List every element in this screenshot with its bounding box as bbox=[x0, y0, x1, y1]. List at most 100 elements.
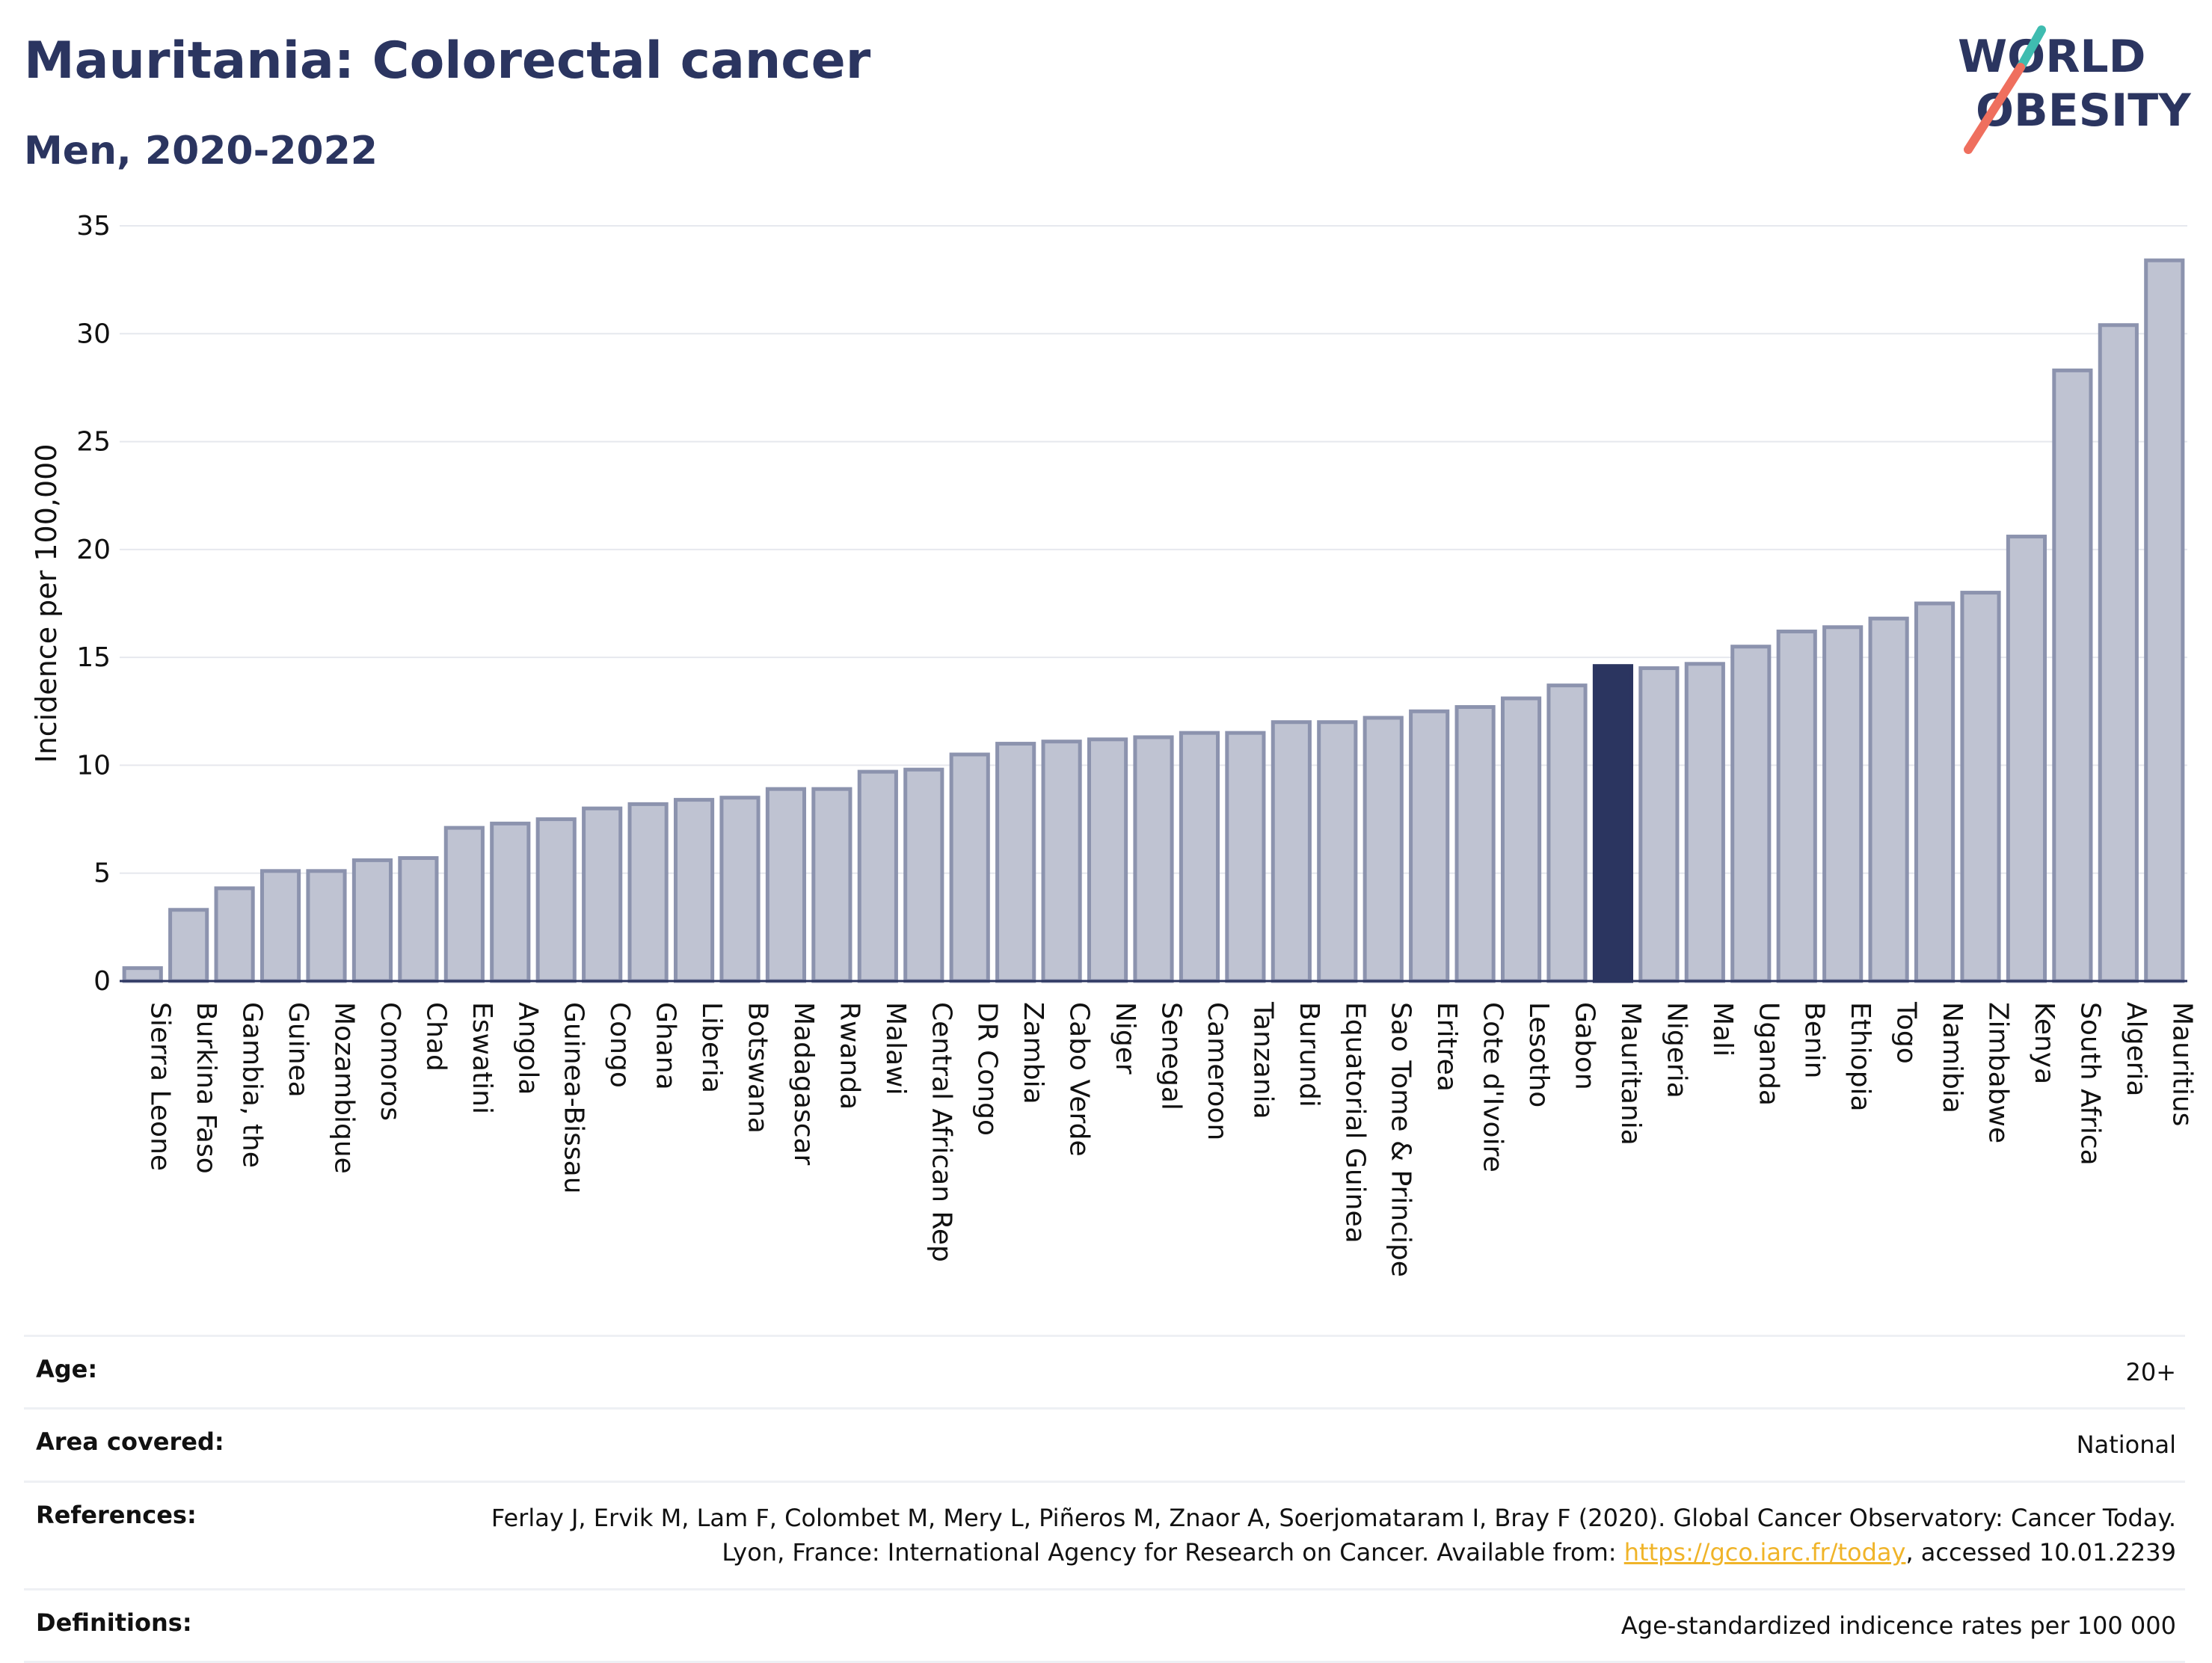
x-axis-ticks: Sierra Leone Burkina Faso Gambia, the Guine… bbox=[145, 1001, 2198, 1277]
references-tail: , accessed 10.01.2239 bbox=[1905, 1538, 2176, 1567]
y-tick-label: 0 bbox=[93, 966, 111, 997]
x-tick-label: Zimbabwe bbox=[1983, 1002, 2014, 1143]
bar-algeria bbox=[2098, 323, 2139, 983]
meta-row-references: References: Ferlay J, Ervik M, Lam F, Co… bbox=[24, 1480, 2185, 1588]
logo-word-world: WORLD bbox=[1958, 31, 2145, 83]
bar-togo bbox=[1868, 616, 1909, 983]
y-tick-label: 20 bbox=[76, 535, 111, 565]
y-tick-label: 15 bbox=[76, 642, 111, 673]
area-label: Area covered: bbox=[36, 1427, 224, 1457]
x-tick-label: Eswatini bbox=[467, 1002, 497, 1114]
metadata-table: Age: 20+ Area covered: National Referenc… bbox=[24, 1335, 2185, 1663]
x-tick-label: Congo bbox=[604, 1002, 635, 1088]
chart-title: Mauritania: Colorectal cancer bbox=[24, 31, 871, 90]
y-tick-label: 25 bbox=[76, 427, 111, 458]
logo-slash-coral bbox=[1964, 63, 2025, 154]
bar-guinea bbox=[259, 869, 301, 983]
bar-gabon bbox=[1546, 683, 1588, 983]
y-tick-label: 30 bbox=[76, 319, 111, 349]
x-tick-label: Cameroon bbox=[1202, 1002, 1232, 1140]
bar-comoros bbox=[351, 858, 393, 983]
x-tick-label: Mali bbox=[1707, 1002, 1738, 1057]
age-value: 20+ bbox=[2125, 1358, 2176, 1386]
x-tick-label: Benin bbox=[1799, 1002, 1830, 1078]
x-tick-label: Lesotho bbox=[1523, 1002, 1554, 1107]
bar-benin bbox=[1776, 630, 1817, 983]
x-tick-label: Angola bbox=[512, 1002, 543, 1095]
bar-zambia bbox=[995, 742, 1036, 983]
y-tick-label: 10 bbox=[76, 750, 111, 781]
x-tick-label: Sao Tome & Principe bbox=[1386, 1002, 1416, 1277]
bar-congo bbox=[582, 806, 623, 983]
bar-botswana bbox=[719, 796, 761, 983]
meta-row-area: Area covered: National bbox=[24, 1407, 2185, 1480]
x-tick-label: Zambia bbox=[1018, 1002, 1048, 1104]
x-tick-label: Togo bbox=[1891, 1001, 1922, 1064]
references-value: Ferlay J, Ervik M, Lam F, Colombet M, Me… bbox=[456, 1501, 2176, 1570]
x-tick-label: DR Congo bbox=[972, 1002, 1003, 1136]
bar-uganda bbox=[1730, 645, 1772, 983]
bar-eritrea bbox=[1409, 709, 1450, 983]
x-tick-label: Comoros bbox=[375, 1002, 405, 1121]
bar-cote-d-ivoire bbox=[1454, 705, 1496, 983]
y-tick-label: 5 bbox=[93, 858, 111, 889]
bar-chad bbox=[398, 856, 439, 983]
bar-guinea-bissau bbox=[535, 817, 577, 983]
x-tick-label: Gambia, the bbox=[237, 1002, 268, 1168]
x-tick-label: Guinea bbox=[283, 1002, 313, 1098]
x-tick-label: South Africa bbox=[2074, 1002, 2105, 1166]
x-tick-label: Mauritius bbox=[2166, 1002, 2197, 1126]
bar-south-africa bbox=[2052, 368, 2093, 983]
meta-row-definitions: Definitions: Age-standardized indicence … bbox=[24, 1587, 2185, 1663]
x-tick-label: Equatorial Guinea bbox=[1339, 1002, 1370, 1244]
chart-subtitle: Men, 2020-2022 bbox=[24, 129, 378, 173]
x-tick-label: Malawi bbox=[880, 1002, 911, 1095]
logo-slash-teal bbox=[2016, 25, 2046, 72]
x-tick-label: Cabo Verde bbox=[1064, 1002, 1095, 1157]
bar-gambia-the bbox=[214, 886, 255, 983]
x-tick-label: Rwanda bbox=[834, 1002, 864, 1110]
bar-zimbabwe bbox=[1960, 591, 2001, 983]
x-tick-label: Senegal bbox=[1156, 1002, 1187, 1110]
x-tick-label: Madagascar bbox=[788, 1002, 819, 1166]
x-tick-label: Ghana bbox=[651, 1002, 681, 1090]
bar-chart: 0 5 10 15 20 25 30 35 Sierra Leone Burkina Faso G… bbox=[30, 211, 2198, 1277]
bar-eswatini bbox=[443, 826, 485, 983]
y-axis-label: Incidence per 100,000 bbox=[30, 443, 63, 763]
x-tick-label: Guinea-Bissau bbox=[559, 1002, 589, 1194]
bar-liberia bbox=[673, 798, 715, 983]
x-tick-label: Tanzania bbox=[1247, 1001, 1278, 1119]
definitions-label: Definitions: bbox=[36, 1608, 192, 1637]
bar-madagascar bbox=[765, 787, 807, 983]
bar-senegal bbox=[1133, 735, 1174, 983]
age-label: Age: bbox=[36, 1355, 98, 1383]
meta-row-age: Age: 20+ bbox=[24, 1335, 2185, 1407]
bar-mali bbox=[1684, 662, 1725, 983]
references-link[interactable]: https://gco.iarc.fr/today bbox=[1623, 1538, 1906, 1567]
x-tick-label: Ethiopia bbox=[1845, 1002, 1875, 1112]
x-tick-label: Mauritania bbox=[1615, 1002, 1646, 1146]
bar-sao-tome-principe bbox=[1362, 716, 1404, 983]
x-tick-label: Gabon bbox=[1570, 1002, 1600, 1090]
y-axis-ticks: 0 5 10 15 20 25 30 35 bbox=[76, 211, 111, 997]
x-tick-label: Nigeria bbox=[1661, 1002, 1692, 1098]
bar-cameroon bbox=[1179, 731, 1220, 983]
bar-cabo-verde bbox=[1041, 740, 1082, 983]
definitions-value: Age-standardized indicence rates per 100… bbox=[1620, 1611, 2176, 1640]
x-tick-label: Botswana bbox=[743, 1002, 773, 1134]
x-tick-label: Sierra Leone bbox=[145, 1002, 176, 1171]
bar-mozambique bbox=[306, 869, 347, 983]
bar-rwanda bbox=[811, 787, 852, 983]
bar-mauritius bbox=[2144, 258, 2185, 983]
bar-ghana bbox=[627, 802, 669, 983]
bars bbox=[122, 258, 2185, 983]
x-tick-label: Central African Rep bbox=[926, 1002, 956, 1262]
y-tick-label: 35 bbox=[76, 211, 111, 242]
bar-equatorial-guinea bbox=[1317, 720, 1358, 983]
x-tick-label: Burkina Faso bbox=[191, 1002, 221, 1174]
bar-burkina-faso bbox=[168, 908, 209, 983]
bar-kenya bbox=[2006, 535, 2047, 983]
x-tick-label: Namibia bbox=[1937, 1002, 1967, 1113]
bar-angola bbox=[490, 821, 531, 983]
x-tick-label: Kenya bbox=[2029, 1002, 2059, 1084]
